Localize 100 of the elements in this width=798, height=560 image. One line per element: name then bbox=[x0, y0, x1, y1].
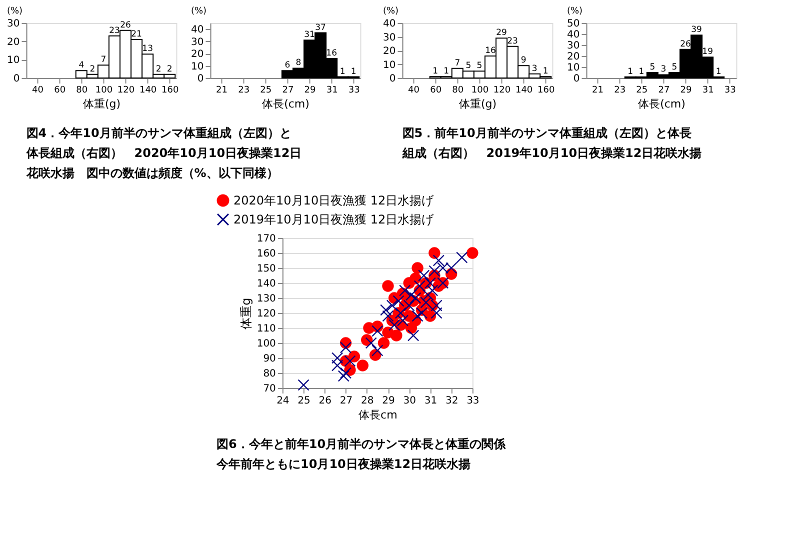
x-tick-label: 31 bbox=[424, 396, 438, 406]
data-label: 26 bbox=[680, 39, 691, 50]
y-tick-label: 0 bbox=[389, 74, 396, 84]
legend-label: 2019年10月10日夜漁獲 12日水揚げ bbox=[234, 212, 435, 226]
x-tick-label: 30 bbox=[403, 396, 416, 406]
y-tick-label: 160 bbox=[256, 248, 276, 260]
x-tick-label: 140 bbox=[515, 86, 533, 96]
y-tick-label: 0 bbox=[197, 74, 204, 84]
data-label: 1 bbox=[444, 66, 450, 77]
data-label: 2 bbox=[166, 64, 172, 74]
x-tick-label: 60 bbox=[430, 86, 442, 96]
data-label: 19 bbox=[702, 47, 713, 58]
y-tick-label: 10 bbox=[383, 60, 396, 71]
x-tick-label: 80 bbox=[452, 86, 464, 96]
y-tick-label: 40 bbox=[191, 24, 204, 36]
data-label: 2 bbox=[156, 64, 162, 74]
data-label: 1 bbox=[638, 66, 644, 77]
y-tick-label: 110 bbox=[256, 324, 276, 334]
x-tick-label: 31 bbox=[702, 86, 714, 96]
x-tick-label: 100 bbox=[95, 86, 113, 96]
data-label: 5 bbox=[650, 62, 656, 72]
data-label: 21 bbox=[131, 30, 142, 40]
x-tick-label: 80 bbox=[76, 86, 88, 96]
y-tick-label: 30 bbox=[567, 40, 580, 52]
y-tick-label: 40 bbox=[383, 18, 396, 30]
x-tick-label: 160 bbox=[538, 86, 555, 96]
y-tick-label: 10 bbox=[191, 61, 204, 72]
x-tick-label: 25 bbox=[260, 86, 272, 96]
x-tick-label: 25 bbox=[298, 396, 310, 406]
data-label: 1 bbox=[432, 66, 438, 77]
y-tick-label: 30 bbox=[191, 36, 204, 48]
x-tick-label: 23 bbox=[238, 86, 250, 96]
x-tick-label: 28 bbox=[361, 396, 374, 406]
x-tick-label: 40 bbox=[408, 86, 420, 96]
data-label: 5 bbox=[476, 61, 482, 72]
y-axis-title: (%) bbox=[190, 6, 207, 16]
y-tick-label: 50 bbox=[567, 18, 580, 30]
data-label: 1 bbox=[542, 66, 548, 77]
y-tick-label: 10 bbox=[567, 62, 580, 74]
y-axis-title: 体重g bbox=[238, 298, 253, 330]
x-tick-label: 33 bbox=[348, 86, 360, 96]
x-tick-label: 21 bbox=[592, 86, 604, 96]
data-label: 1 bbox=[350, 66, 356, 77]
data-label: 23 bbox=[507, 36, 518, 46]
x-tick-label: 140 bbox=[139, 86, 157, 96]
x-tick-label: 31 bbox=[326, 86, 338, 96]
data-label: 6 bbox=[284, 60, 290, 71]
x-tick-label: 32 bbox=[445, 396, 458, 406]
data-label: 39 bbox=[691, 25, 702, 36]
x-tick-label: 160 bbox=[162, 86, 179, 96]
y-tick-label: 70 bbox=[263, 384, 276, 394]
x-tick-label: 100 bbox=[471, 86, 489, 96]
x-tick-label: 29 bbox=[382, 396, 395, 406]
y-tick-label: 20 bbox=[383, 46, 396, 57]
y-tick-label: 0 bbox=[13, 74, 20, 84]
text: 組成（右図） 2019年10月10日夜操業12日花咲水揚 bbox=[401, 146, 702, 160]
data-label: 3 bbox=[660, 64, 666, 75]
y-tick-label: 130 bbox=[256, 294, 276, 304]
y-tick-label: 80 bbox=[263, 368, 276, 380]
y-tick-label: 20 bbox=[191, 49, 204, 60]
text: 花咲水揚 図中の数値は頻度（%、以下同様） bbox=[25, 166, 278, 180]
text: 今年前年ともに10月10日夜操業12日花咲水揚 bbox=[216, 457, 471, 471]
x-axis-title: 体重(g) bbox=[458, 98, 497, 110]
y-tick-label: 20 bbox=[7, 36, 20, 48]
x-tick-label: 21 bbox=[216, 86, 228, 96]
y-axis-title: (%) bbox=[566, 6, 583, 16]
y-tick-label: 10 bbox=[7, 55, 20, 66]
data-label: 2 bbox=[90, 64, 96, 74]
x-tick-label: 120 bbox=[117, 86, 135, 96]
y-axis-title: (%) bbox=[382, 6, 399, 16]
x-tick-label: 120 bbox=[493, 86, 511, 96]
data-label: 26 bbox=[120, 20, 131, 30]
data-label: 9 bbox=[520, 56, 526, 66]
data-label: 1 bbox=[716, 66, 722, 77]
data-label: 4 bbox=[78, 60, 84, 71]
x-tick-label: 24 bbox=[276, 396, 290, 406]
x-tick-label: 33 bbox=[724, 86, 736, 96]
caption: 図4．今年10月前半のサンマ体重組成（左図）と bbox=[26, 126, 292, 140]
x-tick-label: 33 bbox=[466, 396, 480, 406]
y-tick-label: 170 bbox=[256, 234, 276, 244]
caption: 図5．前年10月前半のサンマ体重組成（左図）と体長 bbox=[402, 126, 692, 140]
data-label: 1 bbox=[340, 66, 346, 77]
x-tick-label: 29 bbox=[680, 86, 692, 96]
x-tick-label: 60 bbox=[54, 86, 66, 96]
data-label: 37 bbox=[315, 22, 326, 33]
y-tick-label: 100 bbox=[256, 338, 276, 350]
data-label: 16 bbox=[485, 46, 496, 56]
caption: 図6．今年と前年10月前半のサンマ体長と体重の関係 bbox=[216, 437, 507, 451]
text: 体長組成（右図） 2020年10月10日夜操業12日 bbox=[25, 146, 302, 160]
x-axis-title: 体長(cm) bbox=[262, 98, 310, 110]
x-tick-label: 27 bbox=[282, 86, 294, 96]
data-label: 1 bbox=[628, 66, 634, 77]
legend-label: 2020年10月10日夜漁獲 12日水揚げ bbox=[234, 194, 435, 208]
x-axis-title: 体重(g) bbox=[82, 98, 121, 110]
data-label: 29 bbox=[496, 28, 507, 38]
x-axis-title: 体長(cm) bbox=[638, 98, 686, 110]
data-label: 13 bbox=[142, 44, 153, 54]
y-axis-title: (%) bbox=[6, 6, 23, 16]
y-tick-label: 150 bbox=[256, 264, 276, 274]
data-label: 7 bbox=[454, 58, 460, 68]
